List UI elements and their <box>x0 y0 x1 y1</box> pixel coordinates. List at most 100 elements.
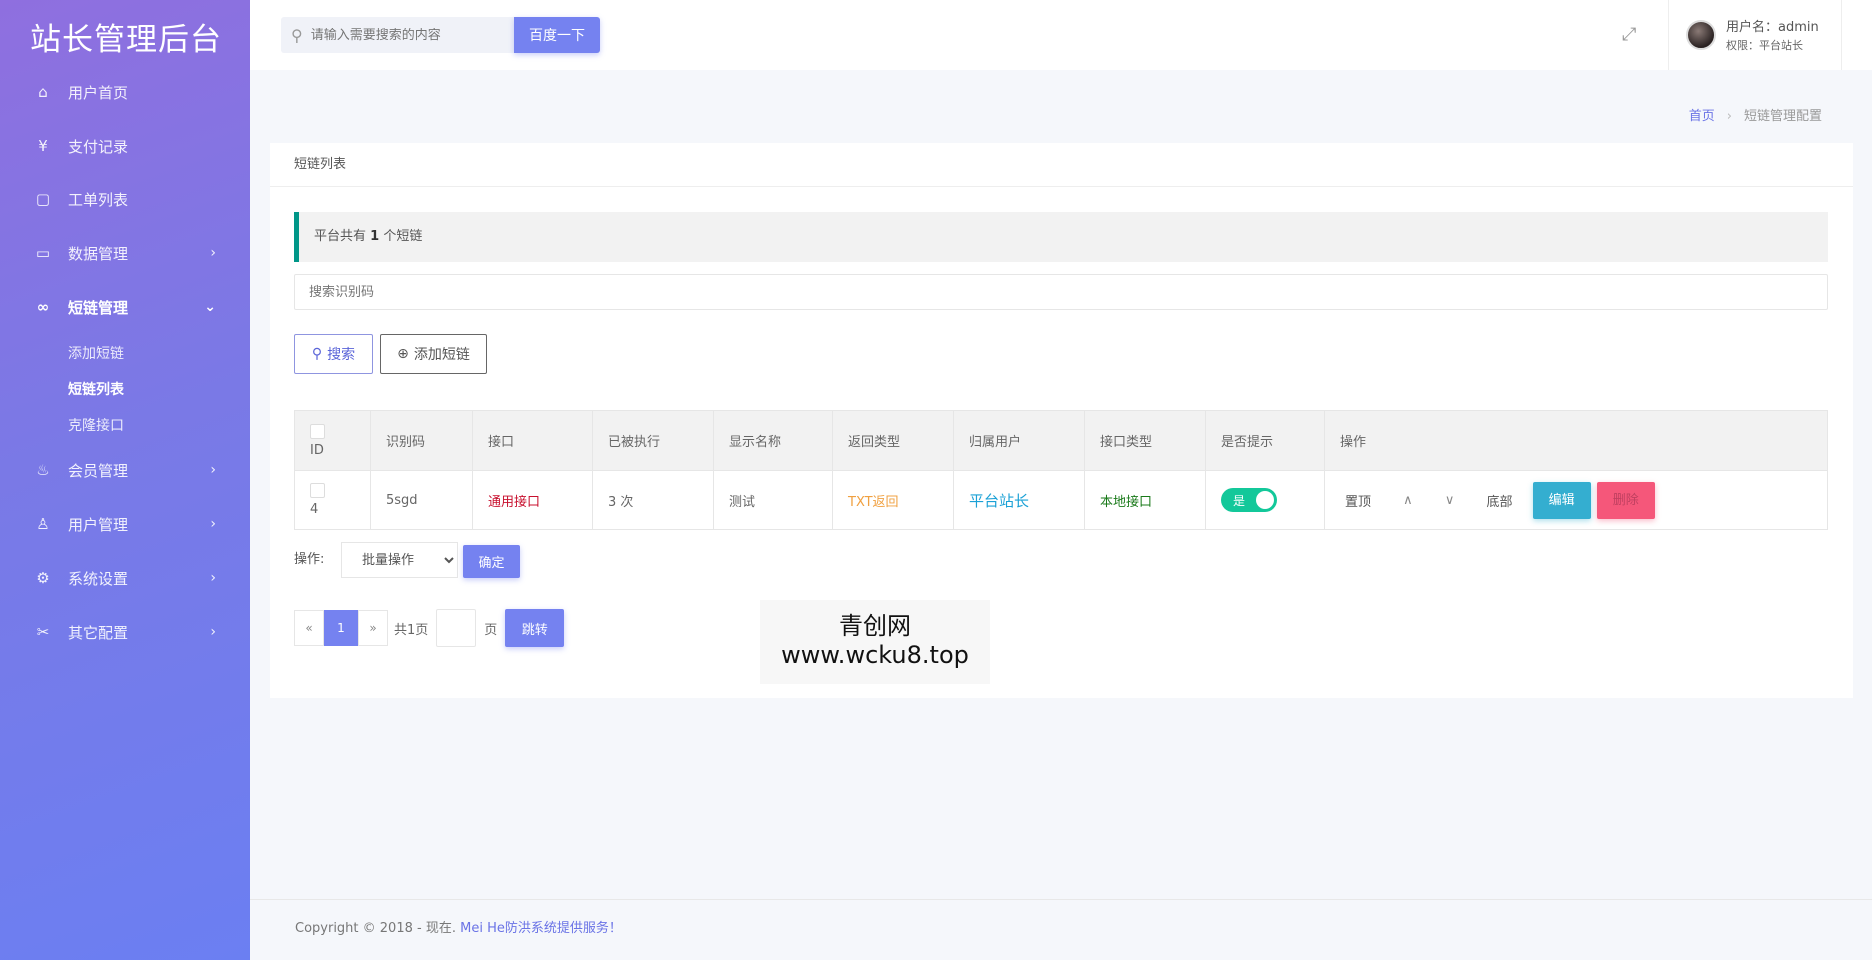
alert-suffix: 个短链 <box>383 229 423 244</box>
next-page-button[interactable]: » <box>358 610 388 646</box>
prompt-toggle[interactable]: 是 <box>1221 488 1277 512</box>
sidebar-item-shortlinks[interactable]: ∞ 短链管理 ⌄ <box>0 287 250 327</box>
batch-select[interactable]: 批量操作 <box>341 542 458 578</box>
sidebar-item-label: 支付记录 <box>68 137 129 156</box>
col-prompt: 是否提示 <box>1205 410 1325 471</box>
batch-confirm-button[interactable]: 确定 <box>463 545 520 578</box>
move-bottom-button[interactable]: 底部 <box>1486 494 1513 510</box>
chevron-right-icon: › <box>210 462 216 478</box>
cell-actions: 置顶 ∧ ∨ 底部 编辑 删除 <box>1324 470 1828 530</box>
sidebar-item-users[interactable]: ♙ 用户管理 › <box>0 504 250 544</box>
link-icon: ∞ <box>36 298 50 316</box>
jump-button[interactable]: 跳转 <box>505 609 565 647</box>
gear-icon: ⚙ <box>36 569 50 587</box>
chevron-right-icon: › <box>210 516 216 532</box>
move-top-button[interactable]: 置顶 <box>1345 494 1372 510</box>
sidebar-sub-link-list[interactable]: 短链列表 <box>68 382 124 398</box>
divider <box>1841 0 1842 70</box>
watermark-line2: www.wcku8.top <box>781 641 969 669</box>
select-all-checkbox[interactable] <box>310 423 325 439</box>
breadcrumb: 首页 › 短链管理配置 <box>1689 105 1822 124</box>
breadcrumb-home[interactable]: 首页 <box>1688 109 1715 124</box>
alert-count: 1 <box>370 229 380 244</box>
table-header-row: ID 识别码 接口 已被执行 显示名称 返回类型 归属用户 接口类型 是否提示 … <box>294 410 1828 471</box>
user-icon: ♙ <box>36 515 50 533</box>
sidebar-sub-clone-api[interactable]: 克隆接口 <box>68 418 124 434</box>
chevron-right-icon: › <box>210 624 216 640</box>
yen-icon: ¥ <box>38 137 48 155</box>
short-link-table: ID 识别码 接口 已被执行 显示名称 返回类型 归属用户 接口类型 是否提示 … <box>294 410 1828 530</box>
page-jump-input[interactable] <box>436 609 477 647</box>
table-row: 4 5sgd 通用接口 3 次 测试 TXT返回 平台站长 本地接口 是 置顶 … <box>294 470 1828 530</box>
card-title: 短链列表 <box>270 143 1853 187</box>
col-api-type: 接口类型 <box>1084 410 1206 471</box>
col-id: ID <box>294 410 371 471</box>
cell-id: 4 <box>294 470 371 530</box>
sidebar-item-members[interactable]: ♨ 会员管理 › <box>0 450 250 490</box>
col-label: ID <box>310 442 324 458</box>
chevron-down-icon[interactable]: ∨ <box>1444 492 1455 508</box>
sidebar-item-label: 数据管理 <box>68 244 129 263</box>
code-search-input[interactable] <box>294 274 1828 310</box>
global-search-input[interactable] <box>310 27 501 43</box>
footer: Copyright © 2018 - 现在. Mei He防洪系统提供服务！ <box>250 899 1872 960</box>
search-button-label: 搜索 <box>327 347 356 363</box>
sidebar-sub-add-link[interactable]: 添加短链 <box>68 346 124 362</box>
pagination: « 1 » 共1页 页 跳转 <box>294 609 565 647</box>
toggle-label: 是 <box>1233 493 1246 508</box>
toggle-knob <box>1256 491 1274 509</box>
sidebar-item-label: 其它配置 <box>68 623 129 642</box>
copyright-text: Copyright © 2018 - 现在. <box>295 921 456 936</box>
watermark: 青创网 www.wcku8.top <box>760 600 990 684</box>
alert-prefix: 平台共有 <box>314 229 367 244</box>
ticket-icon: ▢ <box>35 190 51 208</box>
row-id: 4 <box>310 502 319 517</box>
fire-icon: ♨ <box>36 461 50 479</box>
sidebar-item-home[interactable]: ⌂ 用户首页 <box>0 72 250 112</box>
sidebar-item-label: 用户管理 <box>68 515 129 534</box>
batch-label: 操作: <box>294 552 325 567</box>
watermark-line1: 青创网 <box>839 612 911 640</box>
search-icon: ⚲ <box>311 346 323 362</box>
row-checkbox[interactable] <box>310 483 325 498</box>
page-1-button[interactable]: 1 <box>324 610 358 646</box>
col-name: 显示名称 <box>713 410 833 471</box>
col-executed: 已被执行 <box>592 410 714 471</box>
chevron-up-icon[interactable]: ∧ <box>1403 492 1413 508</box>
col-owner: 归属用户 <box>953 410 1085 471</box>
edit-button[interactable]: 编辑 <box>1532 481 1591 519</box>
breadcrumb-current: 短链管理配置 <box>1743 109 1822 124</box>
search-icon: ⚲ <box>291 25 303 45</box>
sidebar: 站长管理后台 ⌂ 用户首页 ¥ 支付记录 ▢ 工单列表 ▭ 数据管理 › ∞ 短链管理 ⌄ 添… <box>0 0 250 960</box>
tools-icon: ✂ <box>36 623 50 641</box>
global-search: ⚲ <box>281 17 514 53</box>
short-link-card: 短链列表 平台共有 1 个短链 ⚲搜索 ⊕添加短链 ID 识别码 接口 已被执行… <box>270 143 1853 698</box>
avatar[interactable] <box>1686 20 1716 50</box>
baidu-search-button[interactable]: 百度一下 <box>514 17 600 53</box>
sidebar-item-label: 系统设置 <box>68 569 129 588</box>
summary-alert: 平台共有 1 个短链 <box>294 212 1828 262</box>
col-return-type: 返回类型 <box>832 410 954 471</box>
add-link-button[interactable]: ⊕ 添加短链 <box>380 334 487 374</box>
col-api: 接口 <box>472 410 593 471</box>
sidebar-item-settings[interactable]: ⚙ 系统设置 › <box>0 558 250 598</box>
chevron-down-icon: ⌄ <box>204 299 216 315</box>
cell-api: 通用接口 <box>472 470 593 530</box>
plus-circle-icon: ⊕ <box>397 346 409 362</box>
prev-page-button[interactable]: « <box>294 610 324 646</box>
top-header: ⚲ 百度一下 ⤢ 用户名：admin 权限：平台站长 <box>250 0 1872 70</box>
page-total: 共1页 <box>394 622 429 638</box>
delete-button[interactable]: 删除 <box>1596 481 1655 519</box>
fullscreen-icon[interactable]: ⤢ <box>1622 24 1637 45</box>
search-button[interactable]: ⚲ 搜索 <box>294 334 373 374</box>
sidebar-item-payments[interactable]: ¥ 支付记录 <box>0 126 250 166</box>
username: 用户名：admin <box>1726 20 1819 35</box>
home-icon: ⌂ <box>38 83 48 101</box>
cell-api-type: 本地接口 <box>1084 470 1206 530</box>
sidebar-item-tickets[interactable]: ▢ 工单列表 <box>0 179 250 219</box>
page-unit: 页 <box>484 622 498 638</box>
footer-link[interactable]: Mei He防洪系统提供服务！ <box>460 921 622 936</box>
sidebar-item-other[interactable]: ✂ 其它配置 › <box>0 612 250 652</box>
sidebar-item-label: 会员管理 <box>68 461 129 480</box>
sidebar-item-data[interactable]: ▭ 数据管理 › <box>0 233 250 273</box>
